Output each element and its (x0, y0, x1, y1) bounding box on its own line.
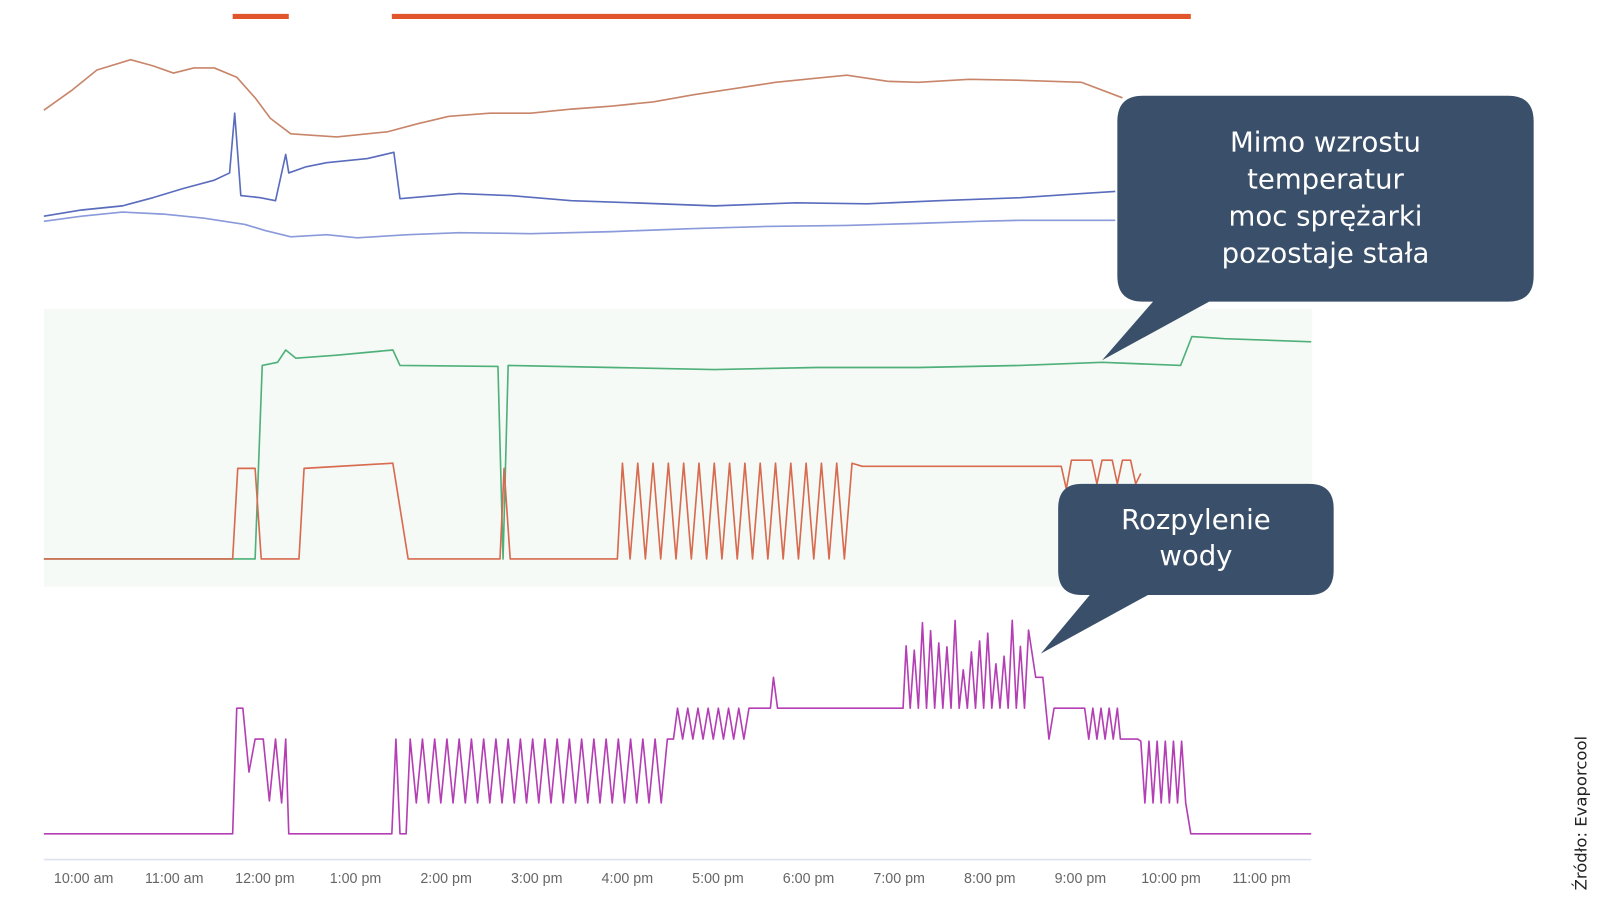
spray-line (43, 619, 1312, 835)
x-tick-label: 10:00 pm (1141, 871, 1200, 887)
compressor-line (43, 335, 1312, 560)
callout-text: wody (1159, 539, 1232, 572)
source-note: Źródło: Evaporcool (1572, 736, 1591, 891)
x-tick-label: 1:00 pm (330, 871, 382, 887)
x-tick-label: 5:00 pm (692, 871, 744, 887)
callout-text: moc sprężarki (1229, 199, 1423, 232)
pump-line (43, 459, 1142, 560)
x-tick-label: 3:00 pm (511, 871, 563, 887)
x-tick-label: 8:00 pm (964, 871, 1016, 887)
temperature-line (43, 112, 1116, 217)
callout-text: pozostaje stała (1222, 236, 1430, 269)
x-tick-label: 9:00 pm (1055, 871, 1107, 887)
callout: Rozpylenie wody (1040, 483, 1334, 654)
x-tick-label: 2:00 pm (420, 871, 472, 887)
callout-text: Rozpylenie (1121, 503, 1271, 536)
x-tick-label: 11:00 am (145, 871, 203, 887)
x-tick-label: 7:00 pm (873, 871, 925, 887)
x-tick-label: 6:00 pm (783, 871, 835, 887)
callout-box (1102, 95, 1534, 361)
temperature-line (43, 211, 1116, 239)
plot: Mimo wzrostu temperatur moc sprężarki po… (43, 13, 1591, 891)
callout-text: Mimo wzrostu (1230, 125, 1421, 158)
x-tick-label: 12:00 pm (235, 871, 294, 887)
x-tick-label: 4:00 pm (602, 871, 654, 887)
callout: Mimo wzrostu temperatur moc sprężarki po… (1102, 95, 1534, 361)
x-tick-label: 11:00 pm (1232, 871, 1290, 887)
temperature-line (43, 58, 1123, 138)
callout-box (1040, 483, 1334, 654)
callout-text: temperatur (1247, 162, 1404, 195)
x-tick-label: 10:00 am (54, 871, 113, 887)
